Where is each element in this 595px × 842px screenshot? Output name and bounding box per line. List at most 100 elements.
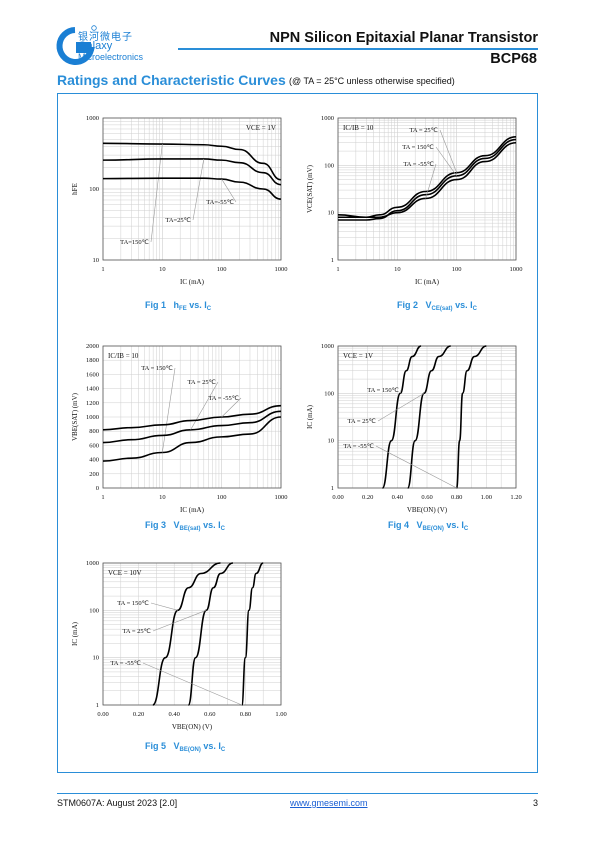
- y-axis-label: IC (mA): [71, 621, 79, 646]
- x-tick-label: 0.20: [133, 711, 144, 718]
- part-number: BCP68: [490, 51, 537, 67]
- footer-doc-id: STM0607A: August 2023 [2.0]: [57, 798, 178, 808]
- y-tick-label: 10: [328, 438, 335, 445]
- series-line: [102, 142, 282, 181]
- y-tick-label: 1800: [86, 357, 99, 364]
- logo-text-galaxy: Galaxy: [78, 40, 113, 52]
- caption-fig5: Fig 5 VBE(ON) vs. IC: [145, 741, 226, 753]
- chart-fig3: 1 10 100 1000 0 200 400 600 800 1000 1200 1400 1600 1…: [71, 343, 288, 514]
- y-tick-label: 800: [89, 428, 99, 435]
- y-tick-label: 1000: [86, 115, 99, 122]
- section-title: Ratings and Characteristic Curves: [57, 72, 286, 88]
- series-label: TA = 150℃: [402, 144, 434, 151]
- series-line: [381, 345, 422, 489]
- logo-text-microelectronics: Microelectronics: [78, 52, 144, 62]
- series-label: TA=150℃: [120, 239, 150, 246]
- y-tick-label: 1000: [321, 115, 334, 122]
- chart-annotation: VCE = 1V: [246, 124, 276, 132]
- footer-website-link[interactable]: www.gmesemi.com: [290, 798, 368, 808]
- x-tick-label: 100: [452, 266, 462, 273]
- chart-fig2: 1 10 100 1000 1 10 100 1000 IC (mA) VCE(SAT) (mV)…: [306, 115, 523, 286]
- series-line: [152, 562, 221, 706]
- x-tick-label: 0.40: [392, 494, 403, 501]
- plot-border: [102, 117, 282, 261]
- series-leader: [375, 445, 457, 489]
- y-tick-label: 200: [89, 471, 99, 478]
- series-leader: [142, 662, 242, 706]
- series-label: TA=25℃: [165, 217, 191, 224]
- y-tick-label: 10: [93, 655, 100, 662]
- series-leader: [221, 178, 237, 203]
- series-leader: [162, 367, 176, 453]
- series-leader: [435, 146, 457, 177]
- series-label: TA = -55℃: [208, 395, 239, 402]
- y-tick-label: 10: [93, 257, 100, 264]
- x-tick-label: 1000: [510, 266, 523, 273]
- y-tick-label: 1000: [321, 343, 334, 350]
- company-logo: [56, 25, 97, 65]
- x-tick-label: 1000: [275, 266, 288, 273]
- series-leader: [400, 389, 402, 394]
- series-line: [102, 404, 282, 431]
- y-tick-label: 1: [331, 485, 334, 492]
- series-label: TA=-55℃: [206, 199, 234, 206]
- series-label: TA = 25℃: [347, 418, 376, 425]
- y-axis-label: VCE(SAT) (mV): [306, 164, 314, 213]
- x-tick-label: 100: [217, 266, 227, 273]
- series-label: TA = 150℃: [117, 600, 149, 607]
- series-line: [337, 141, 517, 219]
- x-tick-label: 10: [159, 494, 166, 501]
- chart-fig5: 0.00 0.20 0.40 0.60 0.80 1.00 1 10 100 1000 VBE(ON…: [71, 560, 287, 731]
- series-leader: [221, 397, 242, 418]
- x-tick-label: 0.80: [451, 494, 462, 501]
- footer-page-number: 3: [533, 798, 539, 808]
- x-tick-label: 10: [159, 266, 166, 273]
- series-line: [102, 158, 282, 186]
- series-leader: [150, 143, 163, 243]
- x-tick-label: 1.00: [275, 711, 286, 718]
- x-tick-label: 1: [101, 494, 104, 501]
- series-leader: [190, 381, 219, 430]
- series-line: [187, 562, 234, 706]
- y-tick-label: 1400: [86, 386, 99, 393]
- series-label: TA = -55℃: [403, 161, 434, 168]
- series-label: TA = 25℃: [409, 127, 438, 134]
- grid: [337, 117, 517, 261]
- y-tick-label: 400: [89, 457, 99, 464]
- y-tick-label: 1: [96, 702, 99, 709]
- x-axis-label: IC (mA): [180, 506, 205, 514]
- y-tick-label: 1000: [86, 560, 99, 567]
- y-axis-label: IC (mA): [306, 404, 314, 429]
- series-label: TA = 150℃: [367, 387, 399, 394]
- caption-fig4: Fig 4 VBE(ON) vs. IC: [388, 520, 469, 532]
- plot-border: [102, 562, 282, 706]
- y-tick-label: 100: [89, 607, 99, 614]
- x-axis-label: VBE(ON) (V): [172, 723, 213, 731]
- series-label: TA = 150℃: [141, 365, 173, 372]
- x-tick-label: 0.00: [332, 494, 343, 501]
- chart-annotation: IC/IB = 10: [108, 352, 139, 360]
- x-tick-label: 10: [394, 266, 401, 273]
- series-label: TA = -55℃: [343, 443, 374, 450]
- document-title: NPN Silicon Epitaxial Planar Transistor: [269, 30, 538, 46]
- y-tick-label: 0: [96, 485, 99, 492]
- x-tick-label: 1000: [275, 494, 288, 501]
- x-tick-label: 0.40: [169, 711, 180, 718]
- y-tick-label: 1000: [86, 414, 99, 421]
- y-tick-label: 1200: [86, 400, 99, 407]
- series-leader: [152, 610, 207, 632]
- chart-annotation: IC/IB = 10: [343, 124, 374, 132]
- header-divider: [178, 48, 538, 50]
- plot-border: [337, 117, 517, 261]
- y-axis-label: hFE: [71, 183, 79, 195]
- x-tick-label: 1.00: [481, 494, 492, 501]
- x-tick-label: 100: [217, 494, 227, 501]
- x-tick-label: 0.80: [240, 711, 251, 718]
- series-label: TA = 25℃: [122, 628, 151, 635]
- x-tick-label: 0.20: [362, 494, 373, 501]
- x-tick-label: 1.20: [510, 494, 521, 501]
- series-label: TA = -55℃: [110, 660, 141, 667]
- series-leader: [192, 158, 205, 221]
- grid: [102, 117, 282, 261]
